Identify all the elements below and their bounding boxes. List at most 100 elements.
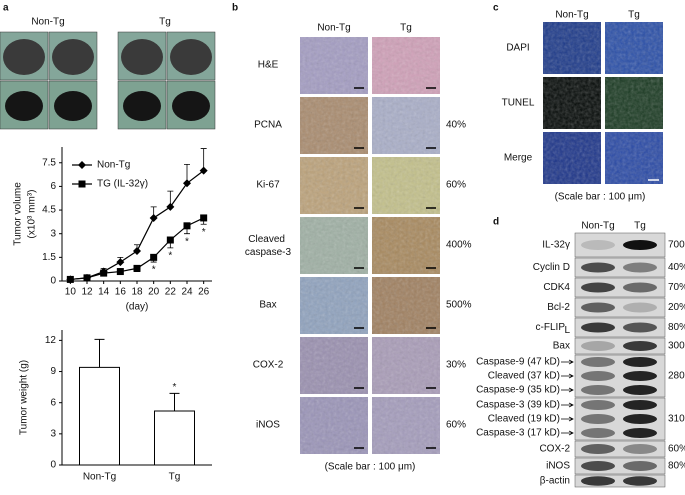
micrograph-texture bbox=[300, 337, 368, 394]
row-label: TUNEL bbox=[502, 98, 535, 109]
change-label: 80% bbox=[668, 322, 685, 333]
change-label: 70% bbox=[668, 282, 685, 293]
band bbox=[623, 341, 657, 351]
row-label: Bcl-2 bbox=[547, 302, 570, 313]
marker bbox=[200, 214, 208, 222]
photo-label: Tg bbox=[159, 17, 171, 28]
row-label: Cyclin D bbox=[533, 262, 570, 273]
fluorescence-texture bbox=[605, 77, 663, 129]
band bbox=[581, 461, 615, 471]
bar bbox=[79, 366, 120, 466]
marker bbox=[133, 264, 141, 272]
band bbox=[581, 302, 615, 313]
tumor bbox=[5, 91, 43, 121]
micrograph-texture bbox=[300, 277, 368, 334]
column-label: Non-Tg bbox=[317, 23, 350, 34]
micrograph-texture bbox=[372, 97, 440, 154]
change-label: 20% bbox=[668, 302, 685, 313]
change-label: 30% bbox=[446, 360, 466, 371]
marker bbox=[199, 166, 208, 175]
row-label: Caspase-9 (47 kD) bbox=[476, 357, 560, 368]
tumor bbox=[121, 39, 163, 75]
micrograph-texture bbox=[300, 217, 368, 274]
x-tick-label: 24 bbox=[181, 287, 193, 298]
tumor bbox=[52, 39, 94, 75]
y-tick-label: 4.5 bbox=[42, 205, 56, 216]
y-tick-label: 3 bbox=[50, 228, 56, 239]
row-label: β-actin bbox=[540, 476, 570, 487]
marker bbox=[183, 179, 191, 188]
change-label: 700% bbox=[668, 240, 685, 251]
photo-label: Non-Tg bbox=[31, 17, 64, 28]
band bbox=[623, 476, 657, 486]
y-tick-label: 0 bbox=[50, 276, 56, 287]
row-label: PCNA bbox=[254, 120, 282, 131]
x-tick-label: 12 bbox=[81, 287, 93, 298]
marker bbox=[150, 253, 158, 261]
column-label: Tg bbox=[634, 221, 646, 232]
tumor bbox=[54, 91, 92, 121]
band bbox=[581, 428, 615, 438]
band bbox=[623, 240, 657, 250]
band bbox=[623, 400, 657, 410]
row-label: Bax bbox=[553, 341, 570, 352]
x-tick-label: 22 bbox=[165, 287, 177, 298]
row-label: Ki-67 bbox=[256, 180, 280, 191]
band bbox=[581, 341, 615, 351]
arrow bbox=[561, 416, 574, 422]
x-tick-label: 18 bbox=[131, 287, 143, 298]
band bbox=[623, 385, 657, 395]
fluorescence-texture bbox=[543, 77, 601, 129]
panel-label: a bbox=[3, 3, 9, 14]
band bbox=[581, 444, 615, 454]
band bbox=[581, 385, 615, 395]
row-label: iNOS bbox=[546, 461, 570, 472]
x-tick-label: 16 bbox=[115, 287, 127, 298]
band bbox=[581, 476, 615, 486]
row-label: Caspase-3 (17 kD) bbox=[476, 428, 560, 439]
marker bbox=[166, 236, 174, 244]
legend-marker bbox=[78, 180, 86, 188]
x-tick-label: 14 bbox=[98, 287, 110, 298]
micrograph-texture bbox=[372, 37, 440, 94]
footer: (Scale bar : 100 μm) bbox=[325, 462, 416, 473]
band bbox=[623, 444, 657, 454]
row-label: Cleaved caspase-3 bbox=[245, 234, 292, 258]
micrograph-texture bbox=[300, 37, 368, 94]
tumor bbox=[172, 91, 210, 121]
change-label: 400% bbox=[446, 240, 472, 251]
band bbox=[581, 262, 615, 273]
band bbox=[581, 400, 615, 410]
marker bbox=[116, 268, 124, 276]
change-label: 60% bbox=[446, 180, 466, 191]
change-label: 300% bbox=[668, 341, 685, 352]
significance: * bbox=[185, 236, 189, 247]
arrow bbox=[561, 359, 574, 365]
band bbox=[623, 357, 657, 367]
row-label: Caspase-3 (39 kD) bbox=[476, 400, 560, 411]
legend-label: TG (IL-32γ) bbox=[97, 179, 148, 190]
error-bar bbox=[169, 392, 180, 411]
micrograph-texture bbox=[372, 277, 440, 334]
band bbox=[581, 371, 615, 381]
arrow bbox=[561, 387, 574, 393]
marker bbox=[183, 222, 191, 230]
band bbox=[623, 282, 657, 293]
column-label: Tg bbox=[628, 10, 640, 21]
legend-marker bbox=[78, 161, 86, 169]
x-tick-label: Non-Tg bbox=[83, 472, 116, 483]
band bbox=[623, 428, 657, 438]
marker bbox=[116, 258, 125, 267]
change-label: 80% bbox=[668, 461, 685, 472]
arrow bbox=[561, 430, 574, 436]
change-label: 40% bbox=[446, 120, 466, 131]
x-tick-label: 26 bbox=[198, 287, 210, 298]
row-label: Cleaved (37 kD) bbox=[488, 371, 560, 382]
row-label-sub: L bbox=[564, 325, 570, 336]
panel-label: c bbox=[493, 3, 499, 14]
marker bbox=[100, 269, 108, 277]
legend-label: Non-Tg bbox=[97, 160, 130, 171]
row-label: Cleaved (19 kD) bbox=[488, 414, 560, 425]
band bbox=[623, 322, 657, 333]
row-label: DAPI bbox=[506, 43, 529, 54]
